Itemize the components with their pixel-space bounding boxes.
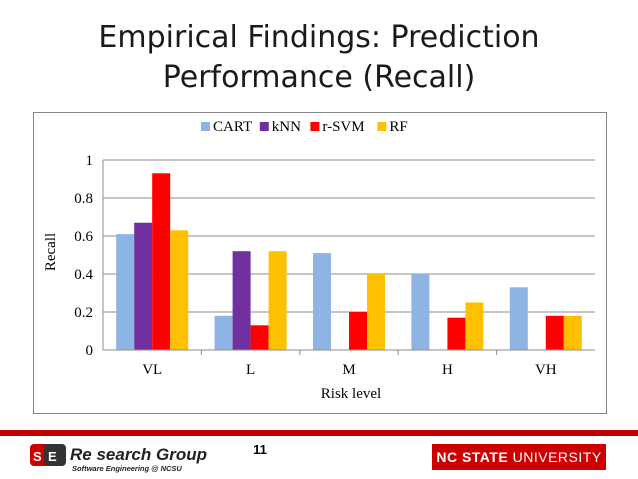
bar-cart-m: [313, 253, 331, 350]
legend-swatch: [310, 122, 320, 131]
bar-cart-l: [214, 315, 233, 350]
svg-text:E: E: [48, 449, 57, 464]
x-tick-label: VH: [535, 362, 557, 378]
x-tick-label: M: [342, 362, 355, 378]
legend-swatch: [377, 122, 387, 131]
slide-title-line-2: Performance (Recall): [162, 60, 476, 95]
bar-r-svm-m: [349, 312, 367, 350]
x-tick-label: H: [442, 362, 453, 378]
bar-cart-vl: [116, 234, 135, 350]
y-tick-label: 0.6: [74, 229, 93, 245]
bar-rf-h: [465, 302, 484, 350]
legend-label: kNN: [272, 119, 301, 135]
bars: [116, 173, 582, 350]
bar-knn-vl: [134, 222, 153, 350]
bar-r-svm-h: [447, 317, 466, 350]
y-tick-label: 0.2: [74, 305, 93, 321]
axes: 0 0.2 0.4 0.6 0.8 1 VL L M H VH: [74, 153, 595, 378]
research-group-logo: S E Re search Group Software Engineering…: [30, 440, 230, 474]
y-tick-label: 0.4: [74, 267, 93, 283]
bar-r-svm-l: [250, 325, 269, 350]
bar-rf-vl: [170, 230, 189, 350]
y-axis-label: Recall: [43, 233, 59, 271]
x-tick-label: L: [246, 362, 255, 378]
legend-swatch: [201, 122, 210, 131]
legend: CART kNN r-SVM RF: [201, 119, 408, 135]
legend-label: RF: [389, 119, 407, 135]
y-tick-label: 0.8: [74, 191, 93, 207]
bar-rf-m: [367, 274, 385, 350]
bar-r-svm-vh: [545, 315, 564, 350]
footer-red-bar: [0, 430, 638, 436]
slide-title: Empirical Findings: Prediction Performan…: [60, 18, 578, 98]
legend-label: r-SVM: [322, 119, 364, 135]
x-axis-label: Risk level: [321, 386, 381, 402]
y-tick-label: 0: [86, 343, 94, 359]
bar-knn-l: [232, 251, 251, 350]
research-group-subtitle: Software Engineering @ NCSU: [72, 464, 182, 473]
research-group-name: Re search Group: [70, 445, 207, 464]
bar-r-svm-vl: [152, 173, 171, 350]
bar-rf-l: [268, 251, 287, 350]
legend-label: CART: [213, 119, 252, 135]
nc-state-rest: UNIVERSITY: [508, 449, 602, 465]
x-tick-label: VL: [142, 362, 162, 378]
nc-state-logo: NC STATE UNIVERSITY: [432, 444, 606, 470]
y-tick-label: 1: [86, 153, 94, 169]
recall-bar-chart: 0 0.2 0.4 0.6 0.8 1 VL L M H VH CART kNN r-SVM RF Rec…: [43, 119, 595, 402]
slide-title-line-1: Empirical Findings: Prediction: [98, 20, 540, 55]
legend-swatch: [259, 122, 269, 131]
bar-cart-vh: [509, 287, 528, 350]
svg-text:S: S: [33, 449, 42, 464]
nc-state-bold: NC STATE: [436, 449, 509, 465]
bar-cart-h: [411, 274, 430, 350]
page-number: 11: [253, 442, 267, 457]
bar-rf-vh: [563, 315, 582, 350]
